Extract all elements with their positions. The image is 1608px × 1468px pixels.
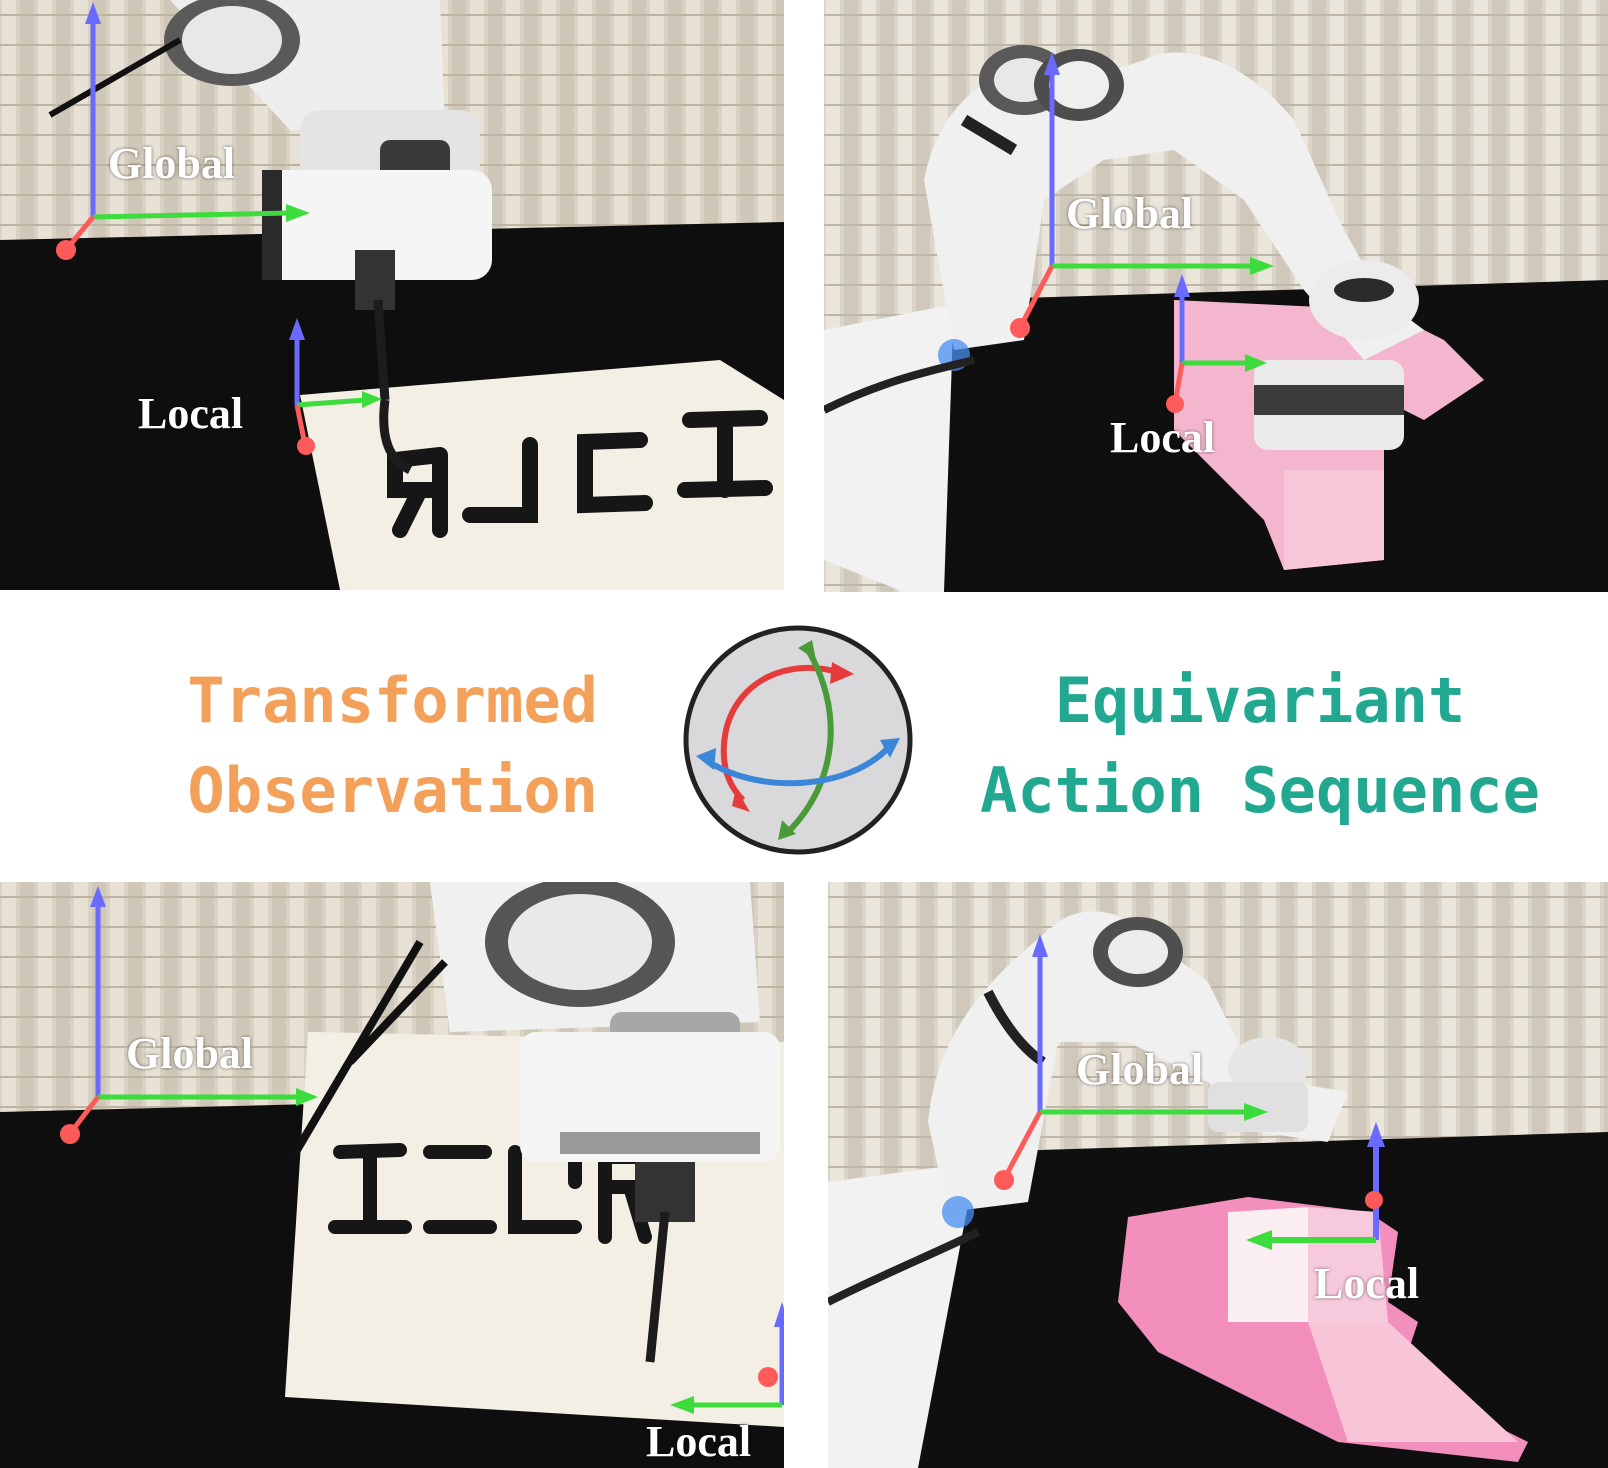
local-axes bbox=[1166, 274, 1267, 413]
panel-top-left: Global Local bbox=[0, 0, 784, 590]
global-label: Global bbox=[126, 1029, 254, 1078]
center-right-line2: Action Sequence bbox=[980, 753, 1540, 827]
global-axes bbox=[60, 886, 318, 1144]
local-label: Local bbox=[646, 1417, 752, 1466]
transformed-observation-text: Transformed Observation bbox=[150, 656, 598, 836]
photo-writing-robot-transformed bbox=[0, 882, 784, 1468]
local-label: Local bbox=[1110, 413, 1216, 462]
photo-cloth-robot-transformed bbox=[828, 882, 1608, 1468]
global-label: Global bbox=[108, 139, 236, 188]
equivariant-action-sequence-text: Equivariant Action Sequence bbox=[950, 656, 1570, 836]
global-axes bbox=[1010, 52, 1274, 338]
center-left-line1: Transformed bbox=[187, 664, 598, 737]
local-axes bbox=[289, 318, 382, 455]
local-axes bbox=[1246, 1122, 1385, 1250]
global-label: Global bbox=[1066, 189, 1194, 238]
local-axes bbox=[670, 1302, 784, 1414]
panel-bottom-left: Global Local bbox=[0, 882, 784, 1468]
photo-cloth-robot bbox=[824, 0, 1608, 592]
center-left-line2: Observation bbox=[187, 753, 598, 827]
local-label: Local bbox=[1314, 1259, 1420, 1308]
panel-top-right: Global Local bbox=[824, 0, 1608, 592]
rotation-sphere-icon bbox=[683, 625, 913, 855]
local-label: Local bbox=[138, 389, 244, 438]
panel-bottom-right: Global Local bbox=[828, 882, 1608, 1468]
photo-writing-robot bbox=[0, 0, 784, 590]
global-axes bbox=[994, 934, 1268, 1190]
global-label: Global bbox=[1076, 1045, 1204, 1094]
global-axes bbox=[56, 2, 310, 260]
center-right-line1: Equivariant bbox=[1054, 664, 1466, 737]
